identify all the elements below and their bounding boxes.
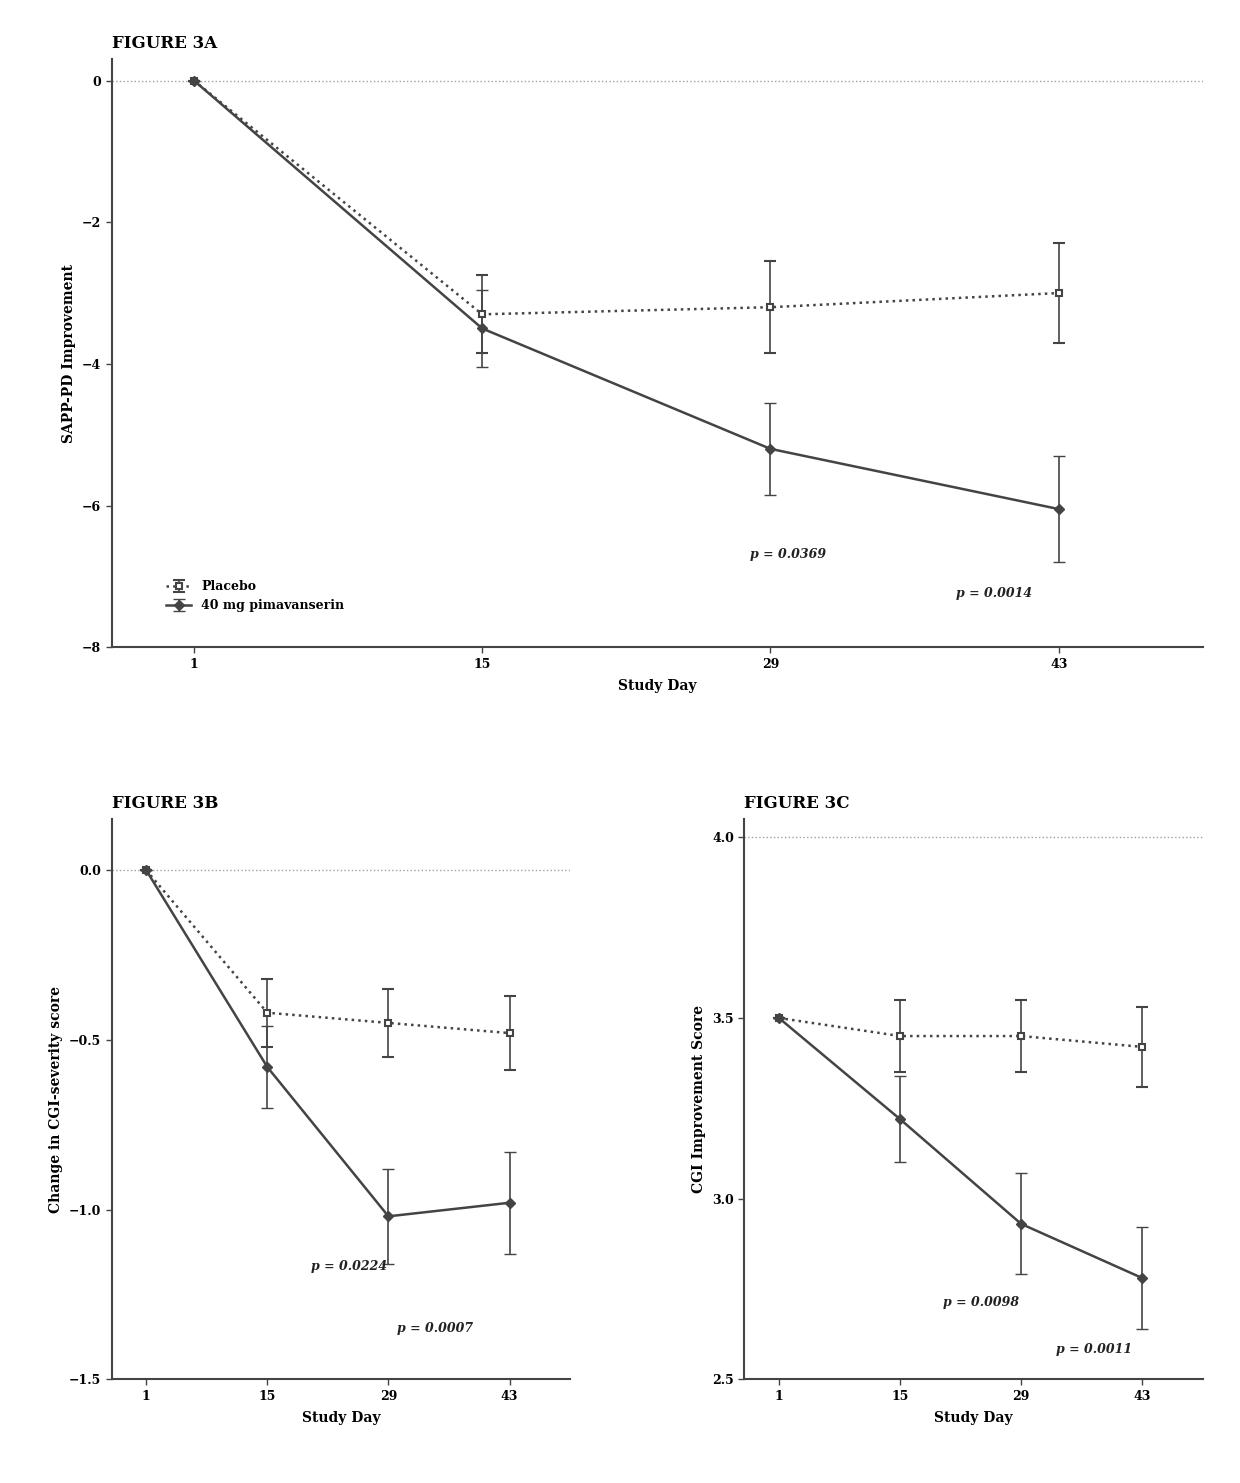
Text: p = 0.0098: p = 0.0098 (944, 1296, 1019, 1309)
X-axis label: Study Day: Study Day (301, 1410, 381, 1425)
Y-axis label: CGI Improvement Score: CGI Improvement Score (692, 1005, 707, 1194)
Y-axis label: SAPP-PD Improvement: SAPP-PD Improvement (62, 264, 77, 443)
X-axis label: Study Day: Study Day (934, 1410, 1013, 1425)
Y-axis label: Change in CGI-severity score: Change in CGI-severity score (50, 986, 63, 1213)
Text: FIGURE 3C: FIGURE 3C (744, 795, 849, 813)
Text: p = 0.0369: p = 0.0369 (750, 549, 826, 561)
Text: FIGURE 3B: FIGURE 3B (112, 795, 218, 813)
X-axis label: Study Day: Study Day (618, 679, 697, 693)
Text: p = 0.0224: p = 0.0224 (310, 1261, 387, 1274)
Text: p = 0.0007: p = 0.0007 (397, 1321, 474, 1335)
Legend: Placebo, 40 mg pimavanserin: Placebo, 40 mg pimavanserin (161, 575, 350, 617)
Text: p = 0.0014: p = 0.0014 (956, 587, 1032, 601)
Text: p = 0.0011: p = 0.0011 (1055, 1344, 1132, 1355)
Text: FIGURE 3A: FIGURE 3A (112, 36, 217, 52)
